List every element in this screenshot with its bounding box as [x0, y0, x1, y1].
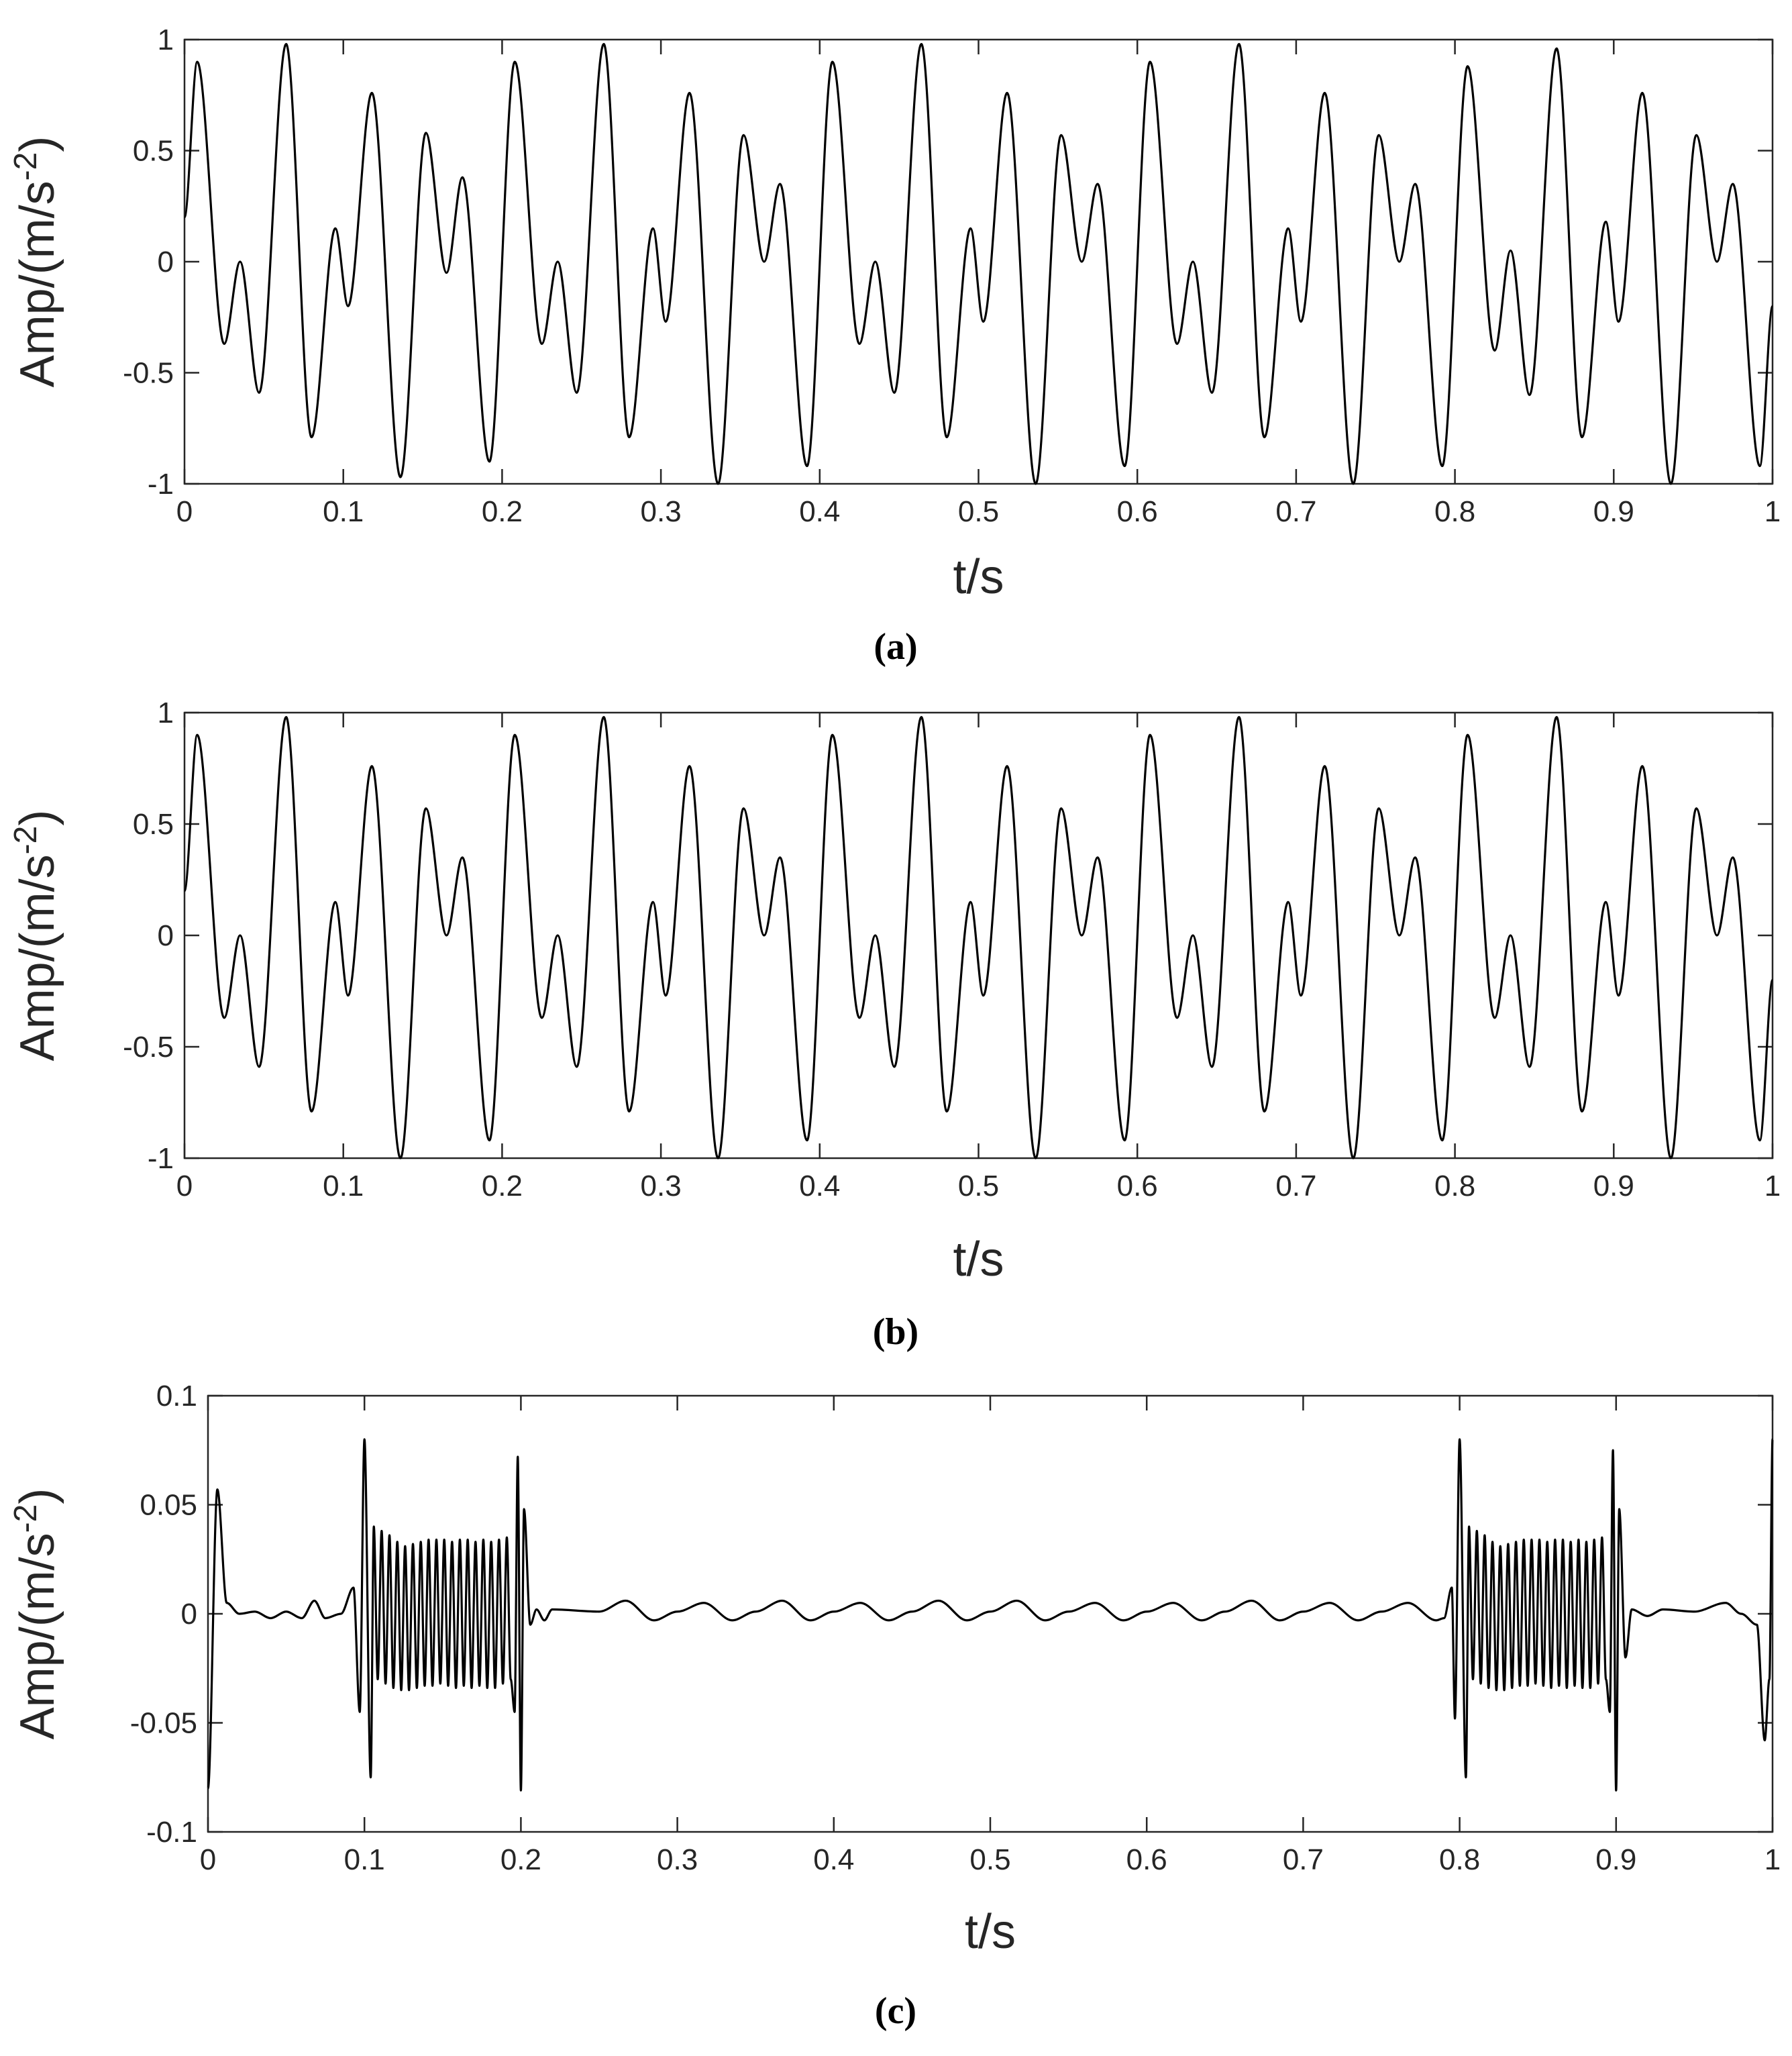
- x-tick-label: 0.2: [482, 495, 523, 528]
- signal-line: [207, 1438, 1774, 1792]
- x-tick-label: 0: [200, 1843, 216, 1876]
- x-tick-label: 1: [1764, 1170, 1781, 1202]
- y-tick-label: 0.05: [140, 1489, 197, 1522]
- x-tick-label: 0.2: [482, 1170, 523, 1202]
- y-label-text: Amp/(m/s: [11, 181, 64, 387]
- y-tick-label: -1: [148, 468, 174, 501]
- y-axis-label: Amp/(m/s-2): [8, 1488, 65, 1740]
- x-tick-label: 0.9: [1595, 1843, 1636, 1876]
- y-tick-label: -0.05: [130, 1707, 197, 1740]
- y-tick-label: -1: [148, 1142, 174, 1175]
- x-tick-label: 0: [176, 495, 193, 528]
- y-tick-label: 0.1: [156, 1380, 197, 1412]
- y-tick-label: 0: [158, 246, 174, 278]
- x-tick-label: 0.4: [813, 1843, 854, 1876]
- y-tick-label: 0: [158, 919, 174, 952]
- x-tick-label: 0.1: [344, 1843, 385, 1876]
- plot-frame: [183, 38, 1774, 485]
- x-tick-label: 0.3: [641, 495, 682, 528]
- signal-line: [183, 43, 1774, 485]
- x-tick-label: 0.8: [1434, 1170, 1475, 1202]
- x-tick-label: 0.6: [1126, 1843, 1167, 1876]
- x-tick-label: 0.1: [323, 1170, 364, 1202]
- x-tick-label: 1: [1764, 495, 1781, 528]
- x-tick-label: 0.3: [657, 1843, 698, 1876]
- y-label-text: Amp/(m/s: [11, 1533, 64, 1739]
- y-label-exponent: -2: [8, 152, 44, 181]
- y-tick-label: 1: [158, 697, 174, 729]
- y-label-text: Amp/(m/s: [11, 854, 64, 1061]
- y-tick-label: 0.5: [133, 135, 174, 168]
- x-tick-label: 0.4: [799, 495, 840, 528]
- x-tick-label: 0.5: [969, 1843, 1010, 1876]
- x-tick-label: 0.7: [1275, 495, 1316, 528]
- x-tick-label: 0: [176, 1170, 193, 1202]
- x-tick-label: 0.8: [1434, 495, 1475, 528]
- panel-caption: (c): [875, 1990, 916, 2032]
- y-tick-label: 0: [181, 1598, 197, 1631]
- x-tick-label: 0.7: [1275, 1170, 1316, 1202]
- x-tick-label: 0.7: [1283, 1843, 1324, 1876]
- y-tick-label: -0.5: [123, 1031, 174, 1064]
- x-tick-label: 0.9: [1593, 1170, 1634, 1202]
- x-tick-label: 0.8: [1439, 1843, 1480, 1876]
- y-label-exponent: -2: [8, 826, 44, 855]
- subplot: 0 0.1 0.2 0.3 0.4 0.5 0.6 0.7 0.8 0.9 1 -0.1 -0.05 0 0…: [8, 1380, 1781, 2032]
- x-axis-label: t/s: [965, 1905, 1016, 1959]
- y-label-text: ): [11, 136, 64, 152]
- panel-caption: (a): [874, 626, 917, 668]
- x-tick-label: 0.6: [1117, 1170, 1158, 1202]
- x-tick-label: 0.1: [323, 495, 364, 528]
- y-label-text: ): [11, 810, 64, 826]
- plot-frame: [183, 711, 1774, 1160]
- panel-caption: (b): [873, 1311, 918, 1353]
- y-tick-label: 0.5: [133, 808, 174, 841]
- x-tick-label: 0.2: [500, 1843, 541, 1876]
- x-tick-label: 0.5: [958, 495, 999, 528]
- x-axis-label: t/s: [953, 550, 1004, 604]
- x-tick-label: 0.3: [641, 1170, 682, 1202]
- x-axis-label: t/s: [953, 1233, 1004, 1286]
- subplot: 0 0.1 0.2 0.3 0.4 0.5 0.6 0.7 0.8 0.9 1 -1 -0.5 0 0.5 1…: [8, 23, 1781, 668]
- x-tick-label: 0.5: [958, 1170, 999, 1202]
- x-tick-label: 0.4: [799, 1170, 840, 1202]
- y-tick-label: 1: [158, 23, 174, 56]
- signal-line: [183, 716, 1774, 1160]
- y-tick-label: -0.5: [123, 357, 174, 390]
- x-tick-label: 1: [1764, 1843, 1781, 1876]
- y-axis-label: Amp/(m/s-2): [8, 810, 65, 1062]
- y-tick-label: -0.1: [146, 1816, 197, 1849]
- y-label-exponent: -2: [8, 1504, 44, 1533]
- x-tick-label: 0.9: [1593, 495, 1634, 528]
- y-axis-label: Amp/(m/s-2): [8, 136, 65, 388]
- x-tick-label: 0.6: [1117, 495, 1158, 528]
- subplot: 0 0.1 0.2 0.3 0.4 0.5 0.6 0.7 0.8 0.9 1 -1 -0.5 0 0.5 1…: [8, 697, 1781, 1353]
- y-label-text: ): [11, 1488, 64, 1504]
